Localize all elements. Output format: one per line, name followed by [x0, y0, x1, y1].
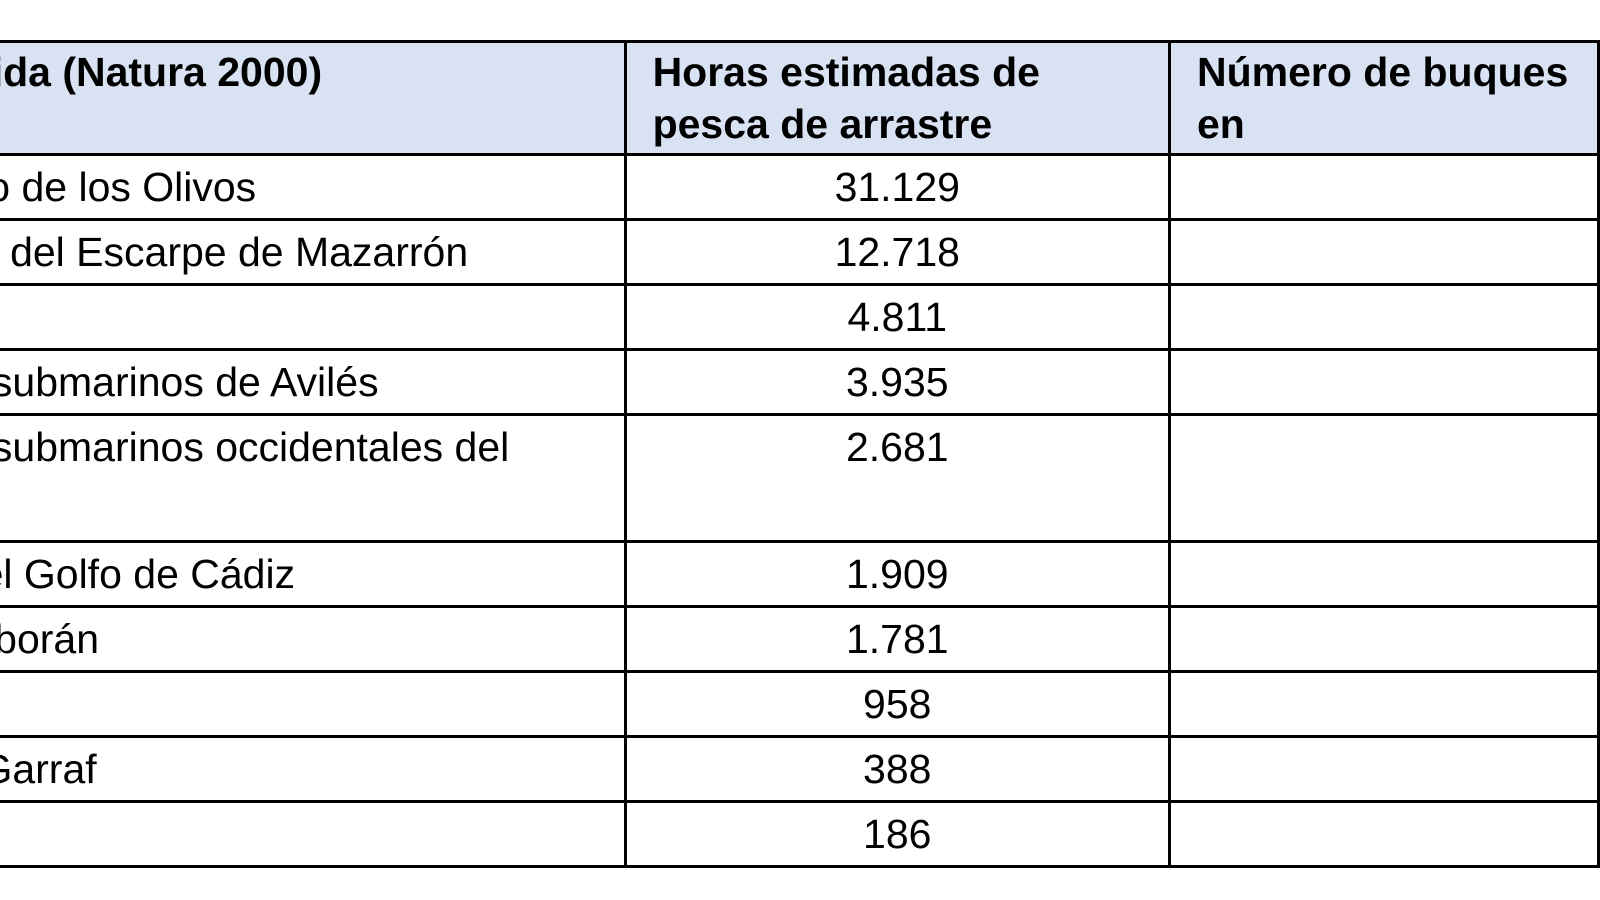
fishing-hours-table-container: Zona marina protegida (Natura 2000) Hora…	[0, 40, 1600, 868]
table-row: Sistema de cañones submarinos occidental…	[0, 413, 1600, 543]
zone-name: Espacios submarinos del Escarpe de Mazar…	[0, 218, 627, 286]
table-row: Volcanes de fango del Golfo de Cádiz 1.9…	[0, 540, 1600, 608]
table-row: Espacio marino de Alborán 1.781	[0, 605, 1600, 673]
zone-name: Sistema de cañones submarinos occidental…	[0, 413, 627, 543]
third-column-cell	[1167, 735, 1600, 803]
header-trawl-hours: Horas estimadas de pesca de arrastre	[623, 40, 1171, 156]
trawl-hours: 1.909	[623, 540, 1171, 608]
zone-name: Alborán	[0, 670, 627, 738]
third-column-cell	[1167, 605, 1600, 673]
header-vessels: Número de buques en	[1167, 40, 1600, 156]
zone-name: Fondos marinos del Garraf	[0, 735, 627, 803]
header-protected-zone: Zona marina protegida (Natura 2000)	[0, 40, 627, 156]
trawl-hours: 186	[623, 800, 1171, 868]
zone-name: Volcanes de fango del Golfo de Cádiz	[0, 540, 627, 608]
third-column-cell	[1167, 670, 1600, 738]
table-row: Sistema de cañones submarinos de Avilés …	[0, 348, 1600, 416]
zone-name: Sistema de cañones submarinos de Avilés	[0, 348, 627, 416]
table-row: Fondos marinos del Garraf 388	[0, 735, 1600, 803]
trawl-hours: 3.935	[623, 348, 1171, 416]
third-column-cell	[1167, 283, 1600, 351]
table-row: Espacios submarinos del Escarpe de Mazar…	[0, 218, 1600, 286]
table-row: Alborán 958	[0, 670, 1600, 738]
zone-name: Espacio marino de Alborán	[0, 605, 627, 673]
table-row: Canal de Menorca 4.811	[0, 283, 1600, 351]
table-header-row: Zona marina protegida (Natura 2000) Hora…	[0, 40, 1600, 156]
third-column-cell	[1167, 800, 1600, 868]
fishing-hours-table: Zona marina protegida (Natura 2000) Hora…	[0, 40, 1600, 868]
trawl-hours: 4.811	[623, 283, 1171, 351]
third-column-cell	[1167, 218, 1600, 286]
trawl-hours: 2.681	[623, 413, 1171, 543]
trawl-hours: 1.781	[623, 605, 1171, 673]
third-column-cell	[1167, 153, 1600, 221]
trawl-hours: 12.718	[623, 218, 1171, 286]
zone-name: Canal de Menorca	[0, 283, 627, 351]
trawl-hours: 958	[623, 670, 1171, 738]
trawl-hours: 31.129	[623, 153, 1171, 221]
zone-name: Estrecho Oriental	[0, 800, 627, 868]
table-row: Sur de Almería - Seco de los Olivos 31.1…	[0, 153, 1600, 221]
third-column-cell	[1167, 348, 1600, 416]
zone-name: Sur de Almería - Seco de los Olivos	[0, 153, 627, 221]
third-column-cell	[1167, 540, 1600, 608]
trawl-hours: 388	[623, 735, 1171, 803]
table-row: Estrecho Oriental 186	[0, 800, 1600, 868]
third-column-cell	[1167, 413, 1600, 543]
